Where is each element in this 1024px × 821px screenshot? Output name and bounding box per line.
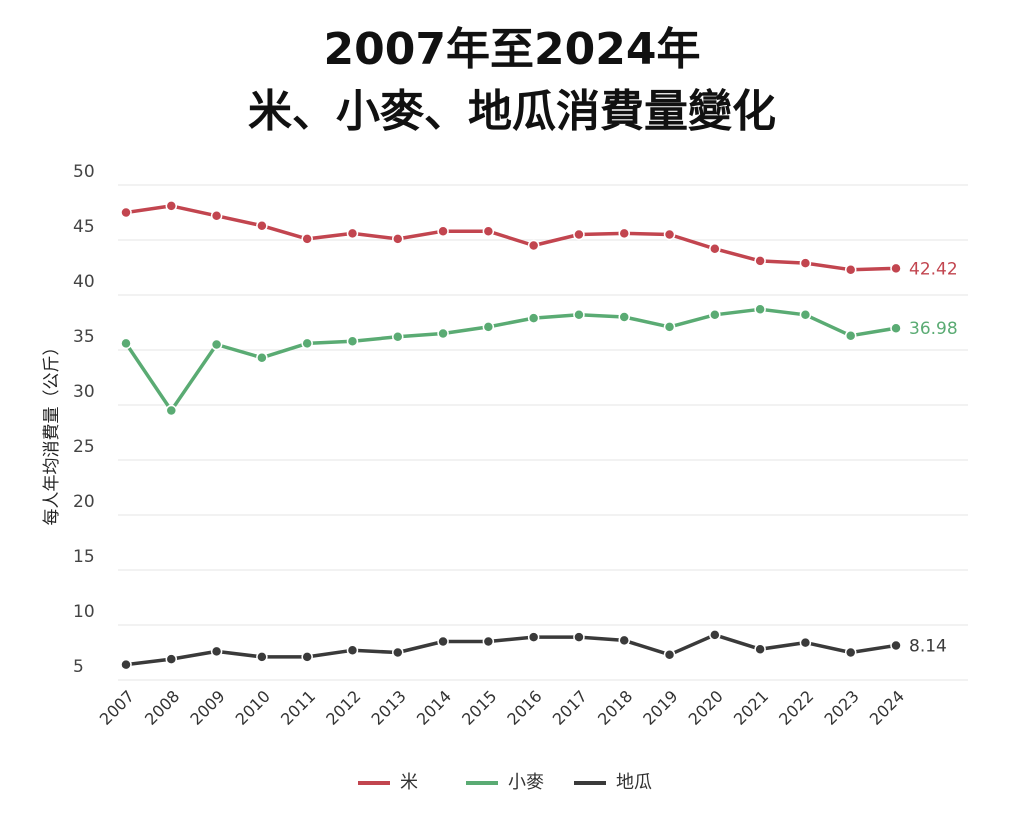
- y-axis-label: 每人年均消費量（公斤）: [42, 339, 62, 526]
- point: [482, 321, 495, 333]
- legend-label: 地瓜: [616, 772, 652, 793]
- line: [125, 204, 897, 272]
- x-tick-label: 2010: [232, 687, 274, 729]
- x-tick-label: 2013: [368, 687, 410, 729]
- point: [844, 329, 857, 342]
- y-tick-label: 15: [73, 547, 95, 567]
- x-tick-label: 2024: [866, 687, 908, 729]
- line: [124, 307, 897, 413]
- line: [125, 633, 897, 667]
- point: [301, 233, 313, 245]
- y-tick-label: 45: [73, 217, 95, 237]
- point: [844, 263, 857, 276]
- point: [301, 337, 313, 350]
- point: [120, 658, 132, 671]
- point: [256, 219, 268, 232]
- legend-label: 米: [400, 772, 418, 793]
- point: [437, 327, 449, 340]
- y-tick-label: 5: [73, 657, 84, 677]
- x-tick-label: 2016: [503, 687, 545, 729]
- point: [573, 228, 585, 241]
- data-label: 42.42: [909, 259, 958, 279]
- data-label: 36.98: [909, 319, 958, 339]
- point: [210, 338, 223, 351]
- point: [618, 634, 630, 647]
- point: [165, 404, 178, 417]
- point: [890, 322, 902, 334]
- point: [709, 243, 721, 255]
- point: [120, 206, 132, 219]
- chart-title: 2007年至2024年: [324, 24, 701, 75]
- x-tick-label: 2021: [730, 687, 772, 729]
- x-tick-label: 2019: [639, 687, 681, 729]
- point: [754, 255, 766, 267]
- x-tick-label: 2012: [322, 687, 364, 729]
- point: [527, 239, 540, 252]
- point: [709, 309, 721, 321]
- point: [392, 331, 404, 343]
- y-tick-label: 40: [73, 272, 95, 292]
- x-tick-label: 2023: [820, 687, 862, 729]
- point: [527, 631, 540, 643]
- point: [890, 262, 902, 275]
- point: [754, 303, 766, 316]
- x-tick-label: 2020: [685, 687, 727, 729]
- x-tick-label: 2018: [594, 687, 636, 729]
- point: [301, 651, 313, 663]
- data-label: 8.14: [909, 636, 947, 656]
- x-tick-label: 2008: [141, 687, 183, 729]
- point: [120, 337, 132, 350]
- y-tick-label: 35: [73, 327, 95, 347]
- point: [799, 309, 812, 321]
- point: [437, 635, 449, 648]
- chart-title: 米、小麥、地瓜消費量變化: [248, 86, 776, 137]
- point: [663, 321, 676, 333]
- point: [799, 636, 812, 649]
- point: [618, 227, 630, 240]
- x-tick-label: 2011: [277, 687, 319, 729]
- point: [663, 228, 676, 241]
- legend-label: 小麥: [508, 772, 544, 793]
- point: [256, 351, 268, 364]
- point: [709, 629, 721, 641]
- y-tick-label: 20: [73, 492, 95, 512]
- point: [482, 635, 495, 648]
- point: [346, 644, 359, 657]
- point: [890, 639, 902, 652]
- point: [165, 200, 178, 212]
- point: [618, 311, 630, 323]
- point: [844, 646, 857, 659]
- point: [573, 309, 585, 321]
- point: [346, 227, 359, 240]
- point: [573, 631, 585, 643]
- point: [392, 233, 404, 245]
- point: [346, 335, 359, 347]
- point: [754, 643, 766, 655]
- point: [663, 648, 676, 661]
- point: [437, 225, 449, 237]
- x-tick-label: 2007: [96, 687, 138, 729]
- y-tick-label: 50: [73, 162, 95, 182]
- point: [165, 653, 178, 665]
- x-tick-label: 2022: [775, 687, 817, 729]
- point: [210, 210, 223, 222]
- x-tick-label: 2009: [186, 687, 228, 729]
- x-tick-label: 2017: [549, 687, 591, 729]
- point: [799, 257, 812, 269]
- x-tick-label: 2015: [458, 687, 500, 729]
- point: [482, 225, 495, 237]
- y-tick-label: 10: [73, 602, 95, 622]
- point: [392, 646, 404, 659]
- x-tick-label: 2014: [413, 687, 455, 729]
- point: [210, 645, 223, 658]
- point: [527, 312, 540, 324]
- point: [256, 651, 268, 663]
- y-tick-label: 25: [73, 437, 95, 457]
- y-tick-label: 30: [73, 382, 95, 402]
